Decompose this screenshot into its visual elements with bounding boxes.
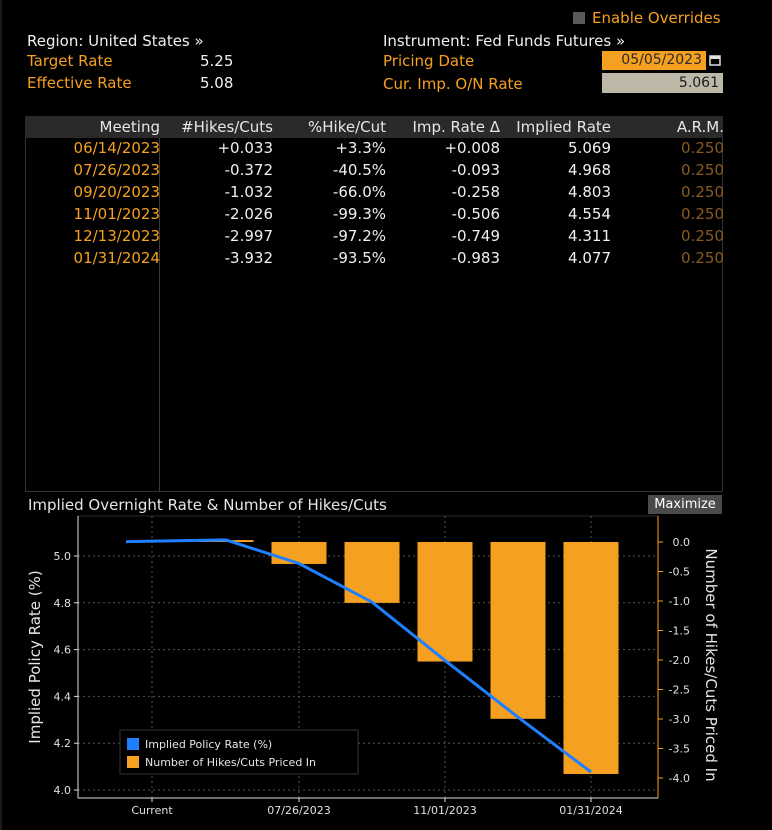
- cell-imp-rate-delta: -0.258: [451, 183, 500, 201]
- header-arm[interactable]: A.R.M.: [676, 118, 724, 136]
- column-divider: [159, 138, 160, 492]
- cell-hikes-cuts: +0.033: [217, 139, 273, 157]
- cell-hikes-cuts: -0.372: [224, 161, 273, 179]
- cell-meeting[interactable]: 07/26/2023: [73, 161, 160, 179]
- legend-label: Implied Policy Rate (%): [145, 738, 272, 751]
- bar-hikes-cuts: [417, 542, 473, 662]
- cell-meeting[interactable]: 09/20/2023: [73, 183, 160, 201]
- cell-imp-rate-delta: -0.506: [451, 205, 500, 223]
- instrument-selector[interactable]: Instrument: Fed Funds Futures »: [383, 32, 626, 50]
- cell-arm: 0.250: [681, 227, 724, 245]
- table-header: [25, 116, 723, 138]
- cell-implied-rate: 4.968: [568, 161, 611, 179]
- left-tick-label: 4.8: [54, 597, 72, 610]
- cell-pct-hike-cut: -66.0%: [332, 183, 386, 201]
- cell-arm: 0.250: [681, 183, 724, 201]
- implied-rate-chart: 5.0 4.8 4.6 4.4 4.2 4.0 0.0 -0.5 -1.0 -1.5 -2.0 -2.…: [26, 515, 720, 817]
- pricing-date-label: Pricing Date: [383, 52, 475, 70]
- cell-arm: 0.250: [681, 139, 724, 157]
- header-meeting[interactable]: Meeting: [99, 118, 160, 136]
- chart-title: Implied Overnight Rate & Number of Hikes…: [28, 496, 387, 514]
- enable-overrides-checkbox[interactable]: [573, 12, 585, 24]
- cell-hikes-cuts: -2.026: [224, 205, 273, 223]
- right-tick-label: -3.0: [669, 713, 690, 726]
- left-tick-label: 5.0: [54, 550, 72, 563]
- line-implied-rate: [125, 538, 592, 774]
- bar-hikes-cuts: [271, 542, 327, 564]
- pricing-date-input[interactable]: 05/05/2023: [602, 51, 706, 70]
- header-pct-hike-cut[interactable]: %Hike/Cut: [308, 118, 386, 136]
- cell-pct-hike-cut: +3.3%: [335, 139, 386, 157]
- cell-implied-rate: 4.803: [568, 183, 611, 201]
- enable-overrides-label[interactable]: Enable Overrides: [592, 9, 721, 27]
- cur-imp-rate-label: Cur. Imp. O/N Rate: [383, 75, 523, 93]
- left-edge-strip: [0, 0, 2, 830]
- left-tick-label: 4.0: [54, 784, 72, 797]
- header-hikes-cuts[interactable]: #Hikes/Cuts: [181, 118, 273, 136]
- cell-imp-rate-delta: -0.749: [451, 227, 500, 245]
- cur-imp-rate-field[interactable]: 5.061: [602, 73, 723, 93]
- cell-hikes-cuts: -3.932: [224, 249, 273, 267]
- right-tick-label: -2.0: [669, 654, 690, 667]
- cell-implied-rate: 4.077: [568, 249, 611, 267]
- right-tick-label: -1.0: [669, 595, 690, 608]
- legend-swatch: [127, 738, 139, 750]
- x-tick-label: 07/26/2023: [267, 804, 330, 817]
- effective-rate-value: 5.08: [200, 74, 234, 92]
- header-implied-rate[interactable]: Implied Rate: [516, 118, 611, 136]
- cell-meeting[interactable]: 06/14/2023: [73, 139, 160, 157]
- left-axis-title: Implied Policy Rate (%): [26, 570, 44, 743]
- right-tick-label: 0.0: [673, 536, 691, 549]
- cell-implied-rate: 5.069: [568, 139, 611, 157]
- right-tick-label: -0.5: [669, 566, 690, 579]
- cell-imp-rate-delta: -0.093: [451, 161, 500, 179]
- maximize-button[interactable]: Maximize: [648, 495, 722, 514]
- cell-arm: 0.250: [681, 249, 724, 267]
- cell-meeting[interactable]: 11/01/2023: [73, 205, 160, 223]
- x-tick-label: 11/01/2023: [413, 804, 476, 817]
- header-imp-rate-delta[interactable]: Imp. Rate Δ: [412, 118, 500, 136]
- target-rate-label: Target Rate: [27, 52, 113, 70]
- cell-meeting[interactable]: 01/31/2024: [73, 249, 160, 267]
- cell-imp-rate-delta: -0.983: [451, 249, 500, 267]
- cell-hikes-cuts: -2.997: [224, 227, 273, 245]
- cell-arm: 0.250: [681, 205, 724, 223]
- right-tick-label: -2.5: [669, 684, 690, 697]
- cell-pct-hike-cut: -99.3%: [332, 205, 386, 223]
- cell-pct-hike-cut: -97.2%: [332, 227, 386, 245]
- target-rate-value: 5.25: [200, 52, 234, 70]
- cell-implied-rate: 4.311: [568, 227, 611, 245]
- right-tick-label: -4.0: [669, 772, 690, 785]
- effective-rate-label: Effective Rate: [27, 74, 132, 92]
- legend: [119, 729, 359, 775]
- left-tick-label: 4.6: [54, 644, 72, 657]
- x-tick-label: 01/31/2024: [559, 804, 622, 817]
- bar-hikes-cuts: [344, 542, 400, 603]
- cell-pct-hike-cut: -93.5%: [332, 249, 386, 267]
- right-tick-label: -3.5: [669, 743, 690, 756]
- legend-label: Number of Hikes/Cuts Priced In: [145, 756, 316, 769]
- legend-swatch: [127, 756, 139, 768]
- cell-hikes-cuts: -1.032: [224, 183, 273, 201]
- cell-meeting[interactable]: 12/13/2023: [73, 227, 160, 245]
- cell-pct-hike-cut: -40.5%: [332, 161, 386, 179]
- calendar-icon[interactable]: [708, 51, 722, 70]
- bar-hikes-cuts: [490, 542, 546, 719]
- bar-hikes-cuts: [563, 542, 619, 774]
- left-tick-label: 4.2: [54, 737, 72, 750]
- cell-implied-rate: 4.554: [568, 205, 611, 223]
- right-axis-title: Number of Hikes/Cuts Priced In: [702, 548, 720, 781]
- right-tick-label: -1.5: [669, 625, 690, 638]
- left-tick-label: 4.4: [54, 690, 72, 703]
- cell-imp-rate-delta: +0.008: [444, 139, 500, 157]
- region-selector[interactable]: Region: United States »: [27, 32, 204, 50]
- x-tick-label: Current: [131, 804, 173, 817]
- cell-arm: 0.250: [681, 161, 724, 179]
